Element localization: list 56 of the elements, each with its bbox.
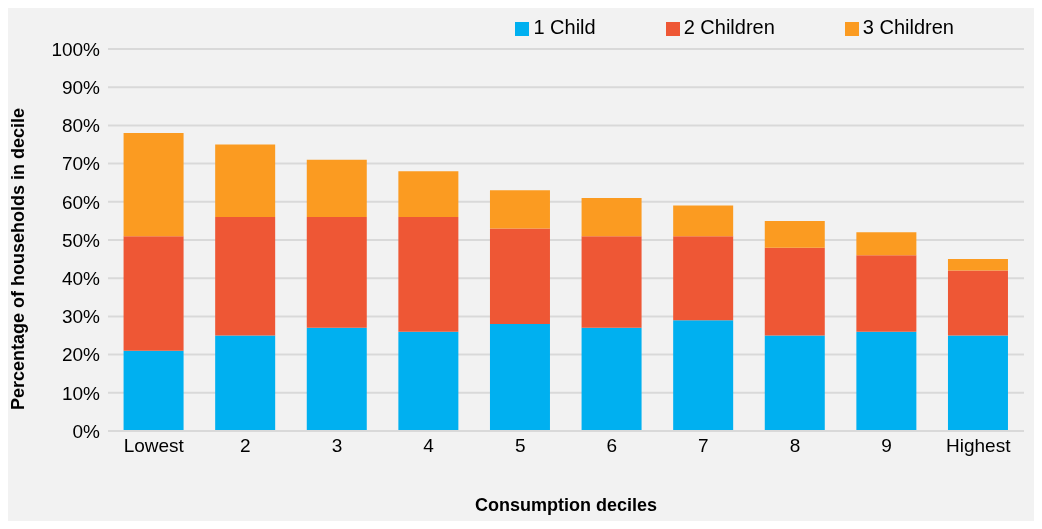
y-tick-label: 60% xyxy=(61,191,101,213)
legend-label: 1 Child xyxy=(533,16,596,38)
x-tick-label: 2 xyxy=(240,435,251,457)
y-tick-label: 0% xyxy=(72,420,101,442)
bar xyxy=(489,228,550,325)
y-tick-label: 80% xyxy=(61,115,101,137)
bar xyxy=(123,133,184,237)
x-axis-title: Consumption deciles xyxy=(474,495,658,515)
bar xyxy=(764,335,825,431)
y-axis-title: Percentage of households in decile xyxy=(8,107,29,410)
x-tick-label: 6 xyxy=(606,435,618,457)
bar xyxy=(123,236,184,351)
bar xyxy=(856,232,917,256)
bar xyxy=(581,236,642,328)
bar xyxy=(398,217,459,332)
bar xyxy=(673,236,734,321)
bar xyxy=(764,247,825,336)
bar xyxy=(581,327,642,431)
bar xyxy=(947,259,1008,271)
bar xyxy=(581,197,642,237)
bar xyxy=(489,190,550,229)
bar xyxy=(947,270,1008,336)
legend-label: 2 Children xyxy=(683,16,775,38)
bar xyxy=(489,324,550,431)
bar xyxy=(215,335,276,431)
bar xyxy=(673,320,734,431)
bar xyxy=(398,171,459,218)
y-tick-label: 50% xyxy=(61,229,101,251)
y-tick-label: 100% xyxy=(51,38,101,60)
y-tick-label: 30% xyxy=(61,306,101,328)
bar xyxy=(123,350,184,431)
x-tick-label: 5 xyxy=(514,435,526,457)
x-tick-label: 9 xyxy=(881,435,892,457)
bar xyxy=(215,217,276,336)
bar xyxy=(947,335,1008,431)
bar xyxy=(306,159,367,218)
y-tick-label: 10% xyxy=(61,382,101,404)
x-tick-label: 8 xyxy=(789,435,801,457)
x-tick-label: 3 xyxy=(331,435,343,457)
bar xyxy=(398,331,459,431)
bar xyxy=(306,217,367,328)
x-tick-label: Lowest xyxy=(123,435,185,457)
x-tick-label: 7 xyxy=(698,435,709,457)
y-tick-label: 20% xyxy=(61,344,101,366)
bar xyxy=(856,331,917,431)
bar xyxy=(856,255,917,332)
bar xyxy=(764,220,825,248)
bar xyxy=(215,144,276,218)
y-tick-label: 70% xyxy=(61,153,101,175)
x-tick-label: Highest xyxy=(945,435,1012,457)
y-tick-label: 40% xyxy=(61,267,101,289)
x-tick-label: 4 xyxy=(423,435,435,457)
legend-label: 3 Children xyxy=(862,16,954,38)
bar xyxy=(306,327,367,431)
y-tick-label: 90% xyxy=(61,76,101,98)
bar xyxy=(673,205,734,237)
